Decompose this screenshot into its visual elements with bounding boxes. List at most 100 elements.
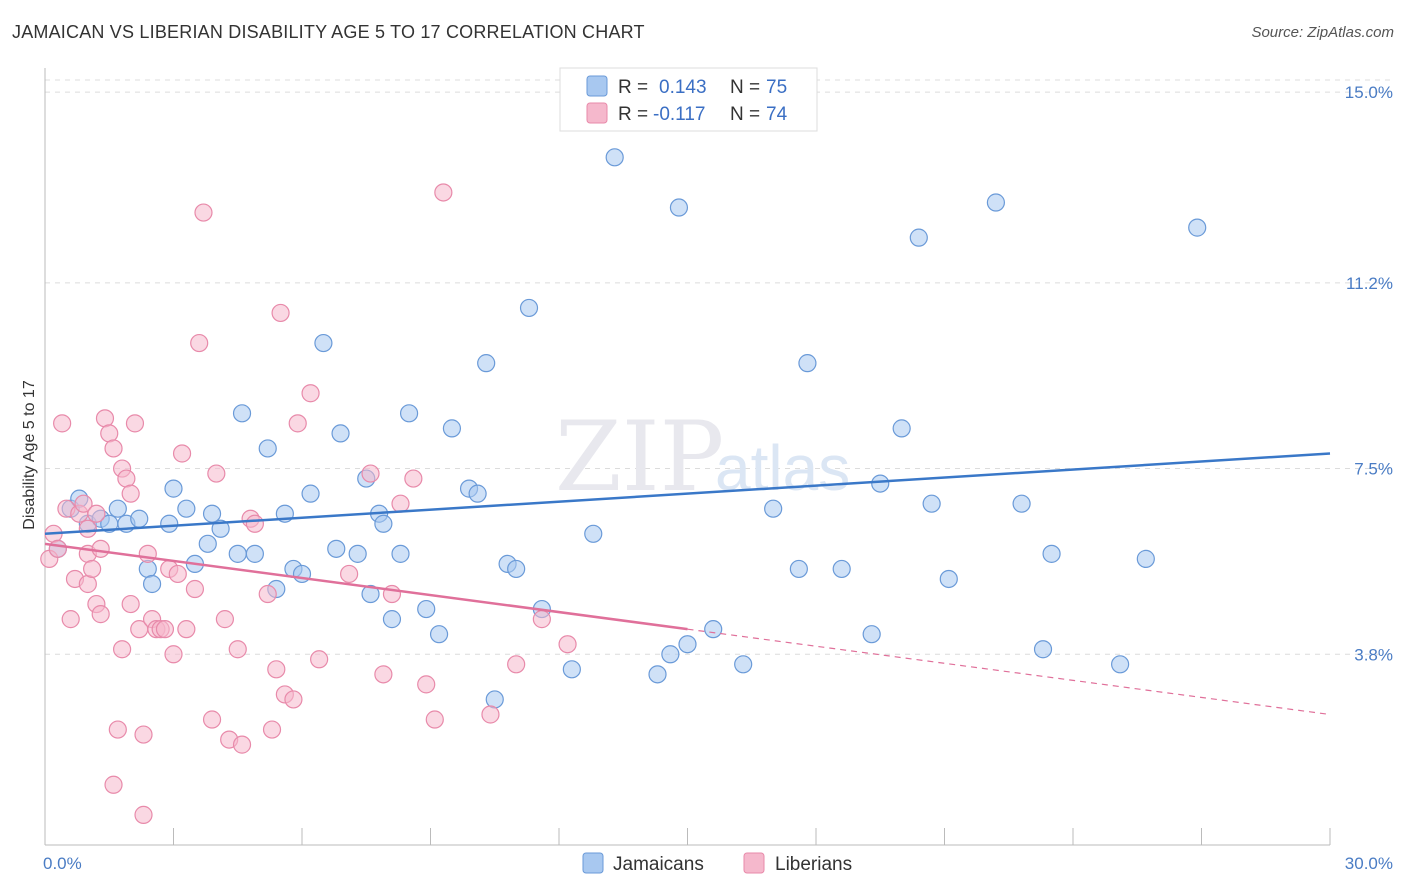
liberian-point-69 xyxy=(434,183,453,202)
legend-r-value-liberians: -0.117 xyxy=(653,104,705,125)
jamaican-point-19 xyxy=(232,404,252,423)
jamaican-point-21 xyxy=(258,439,277,458)
jamaican-point-54 xyxy=(669,198,689,217)
liberian-point-60 xyxy=(310,650,329,669)
liberian-point-38 xyxy=(168,564,187,584)
y-tick-label-2: 11.2% xyxy=(1346,274,1393,293)
liberian-point-19 xyxy=(104,775,123,794)
liberian-point-12 xyxy=(83,559,102,579)
jamaican-point-52 xyxy=(648,665,667,684)
liberian-point-20 xyxy=(104,439,123,458)
liberian-point-39 xyxy=(172,444,192,463)
liberian-point-2 xyxy=(48,539,67,558)
jamaican-point-38 xyxy=(417,599,436,619)
liberian-point-13 xyxy=(87,504,106,523)
jamaican-point-36 xyxy=(391,544,410,563)
jamaican-point-44 xyxy=(485,690,504,709)
liberian-point-54 xyxy=(267,660,286,679)
liberian-point-11 xyxy=(78,574,97,594)
legend-swatch-liberians xyxy=(586,102,608,124)
liberian-point-73 xyxy=(558,635,577,654)
liberian-point-53 xyxy=(262,720,282,739)
jamaican-point-16 xyxy=(202,504,222,523)
jamaican-point-67 xyxy=(939,569,958,589)
jamaican-point-66 xyxy=(922,494,941,513)
jamaican-point-43 xyxy=(477,354,496,373)
jamaican-point-64 xyxy=(892,419,911,438)
jamaican-point-47 xyxy=(519,298,539,318)
bottom-legend: Jamaicans Liberians xyxy=(582,852,852,875)
liberian-point-70 xyxy=(481,705,500,724)
liberian-point-5 xyxy=(61,610,80,629)
jamaican-point-32 xyxy=(361,584,380,604)
liberian-point-44 xyxy=(202,710,222,729)
jamaican-point-62 xyxy=(862,625,881,644)
liberian-point-63 xyxy=(374,665,393,684)
jamaican-point-11 xyxy=(160,514,179,533)
jamaican-point-37 xyxy=(399,404,419,423)
liberian-point-65 xyxy=(391,494,410,513)
y-tick-label-1: 7.5% xyxy=(1354,460,1393,479)
jamaican-point-57 xyxy=(734,655,753,674)
jamaican-point-63 xyxy=(871,474,890,493)
liberian-point-51 xyxy=(245,514,264,533)
jamaican-point-40 xyxy=(442,419,462,438)
x-tick-label-1: 30.0% xyxy=(1345,854,1393,873)
legend-box: R = 0.143 N = 75 R = -0.117 N = 74 xyxy=(559,67,818,132)
jamaican-point-55 xyxy=(678,635,697,654)
jamaican-point-34 xyxy=(374,514,393,533)
jamaican-point-65 xyxy=(909,228,928,247)
bottom-legend-liberians: Liberians xyxy=(775,854,852,875)
jamaican-point-27 xyxy=(314,333,333,353)
liberian-point-52 xyxy=(258,584,277,604)
y-tick-labels: 3.8% 7.5% 11.2% 15.0% xyxy=(1345,83,1393,664)
liberian-point-31 xyxy=(138,544,157,563)
legend-r-label: R = xyxy=(618,77,648,98)
liberian-point-18 xyxy=(100,424,119,443)
liberian-point-3 xyxy=(53,414,72,433)
jamaican-point-13 xyxy=(177,499,196,518)
jamaican-point-73 xyxy=(1136,549,1155,568)
jamaican-point-59 xyxy=(789,559,808,579)
jamaican-point-18 xyxy=(228,544,247,563)
liberian-point-24 xyxy=(117,469,136,488)
jamaican-point-49 xyxy=(562,660,581,679)
liberian-point-29 xyxy=(134,725,153,744)
jamaican-point-10 xyxy=(142,574,162,594)
liberian-point-42 xyxy=(190,333,209,353)
source-credit: Source: ZipAtlas.com xyxy=(1251,24,1394,41)
liberian-point-30 xyxy=(134,805,153,824)
liberian-point-48 xyxy=(228,640,247,659)
liberian-point-21 xyxy=(108,720,127,739)
jamaican-point-29 xyxy=(331,424,350,443)
jamaican-point-17 xyxy=(211,519,230,538)
jamaican-point-9 xyxy=(138,559,157,579)
jamaican-point-6 xyxy=(108,499,127,518)
jamaican-point-58 xyxy=(764,499,783,518)
bottom-legend-swatch-liberians xyxy=(743,852,765,874)
liberian-point-35 xyxy=(155,620,175,639)
jamaican-point-39 xyxy=(429,625,449,644)
jamaican-point-46 xyxy=(507,559,526,579)
liberian-point-61 xyxy=(340,564,359,584)
liberian-point-55 xyxy=(271,303,290,323)
liberian-point-8 xyxy=(74,494,93,513)
liberian-point-40 xyxy=(177,620,196,639)
legend-r-label: R = xyxy=(618,104,648,125)
jamaican-point-15 xyxy=(198,534,217,553)
watermark-atlas: atlas xyxy=(715,432,850,504)
liberian-point-62 xyxy=(361,464,380,483)
liberian-point-57 xyxy=(284,690,303,709)
jamaican-point-71 xyxy=(1042,544,1061,563)
jamaican-point-51 xyxy=(605,148,624,167)
liberian-point-43 xyxy=(194,203,213,222)
liberian-point-27 xyxy=(125,414,145,433)
liberian-point-58 xyxy=(288,414,307,433)
jamaican-point-35 xyxy=(382,610,402,629)
liberian-point-59 xyxy=(301,384,320,403)
jamaican-point-20 xyxy=(245,544,264,563)
liberian-point-16 xyxy=(91,605,110,624)
liberian-point-71 xyxy=(507,655,526,674)
jamaican-trend-line xyxy=(44,452,1331,536)
